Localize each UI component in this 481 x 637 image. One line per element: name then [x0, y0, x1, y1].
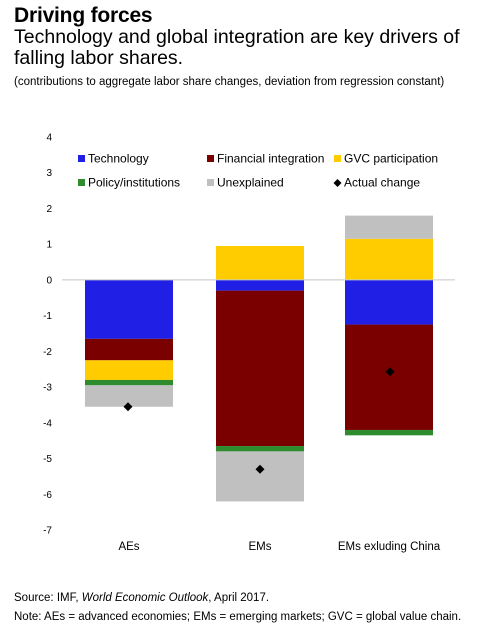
legend-label: GVC participation [344, 152, 438, 166]
bar-segment [85, 379, 173, 386]
bar-segment [216, 451, 304, 502]
bar-segment [345, 238, 433, 280]
category-label: AEs [118, 541, 139, 553]
legend-label: Financial integration [217, 152, 324, 166]
chart-note: (contributions to aggregate labor share … [14, 76, 445, 88]
bar-segment [345, 279, 433, 325]
bar-segment [85, 279, 173, 339]
bar-segment [85, 385, 173, 407]
bar-segment [216, 446, 304, 452]
chart-subtitle: Technology and global integration are ke… [14, 26, 460, 69]
bar-segment [345, 324, 433, 430]
y-tick-label: -2 [43, 347, 52, 358]
bars [85, 215, 433, 502]
legend-swatch [78, 179, 85, 186]
y-tick-label: -7 [43, 526, 52, 537]
y-tick-label: -5 [43, 454, 52, 465]
actual-change-markers [123, 367, 395, 474]
y-tick-label: -4 [43, 418, 52, 429]
y-tick-label: 4 [46, 133, 52, 144]
source-line: Source: IMF, World Economic Outlook, Apr… [14, 592, 270, 604]
bar-segment [216, 290, 304, 447]
y-tick-label: 1 [46, 240, 52, 251]
bar-segment [85, 360, 173, 380]
bar-segment [345, 215, 433, 239]
y-tick-label: 3 [46, 168, 52, 179]
actual-change-marker [255, 464, 265, 474]
bar-segment [85, 338, 173, 361]
legend-swatch [334, 155, 341, 162]
legend-swatch [78, 155, 85, 162]
y-axis: 4 3 2 1 0 -1 -2 -3 -4 -5 -6 -7 [43, 133, 52, 537]
bar-segment [216, 245, 304, 280]
legend-label: Unexplained [217, 176, 284, 190]
legend-swatch [207, 179, 214, 186]
legend: Technology Financial integration GVC parti… [78, 152, 438, 190]
category-labels: AEs EMs EMs exluding China [118, 541, 440, 553]
category-label: EMs exluding China [338, 541, 441, 553]
chart-title: Driving forces [14, 4, 153, 27]
y-tick-label: -6 [43, 490, 52, 501]
category-label: EMs [249, 541, 272, 553]
y-tick-label: 0 [46, 275, 52, 286]
actual-change-marker [123, 402, 133, 412]
actual-change-marker [385, 367, 395, 377]
legend-label: Technology [88, 152, 149, 166]
legend-label: Actual change [344, 176, 420, 190]
bar-segment [345, 429, 433, 436]
y-tick-label: -1 [43, 311, 52, 322]
y-tick-label: -3 [43, 383, 52, 394]
legend-label: Policy/institutions [88, 176, 180, 190]
legend-marker [333, 179, 342, 187]
footnote: Note: AEs = advanced economies; EMs = em… [14, 611, 462, 623]
y-tick-label: 2 [46, 204, 52, 215]
bar-segment [216, 279, 304, 291]
legend-swatch [207, 155, 214, 162]
